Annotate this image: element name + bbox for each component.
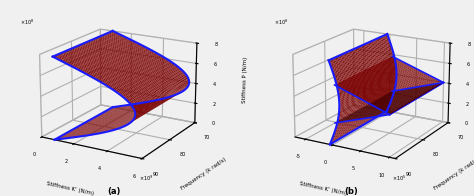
X-axis label: Stiffness K’ (N/m): Stiffness K’ (N/m) xyxy=(299,181,347,196)
Text: $\times10^9$: $\times10^9$ xyxy=(139,173,153,182)
Text: $\times10^8$: $\times10^8$ xyxy=(273,18,288,27)
Text: $\times10^5$: $\times10^5$ xyxy=(392,173,406,182)
Y-axis label: Frequency (k rad/s): Frequency (k rad/s) xyxy=(434,157,474,191)
Y-axis label: Frequency (k rad/s): Frequency (k rad/s) xyxy=(180,157,227,191)
Text: (a): (a) xyxy=(107,187,120,196)
X-axis label: Stiffness K’ (N/m): Stiffness K’ (N/m) xyxy=(46,181,94,196)
Text: (b): (b) xyxy=(344,187,358,196)
Text: $\times10^8$: $\times10^8$ xyxy=(20,18,35,27)
